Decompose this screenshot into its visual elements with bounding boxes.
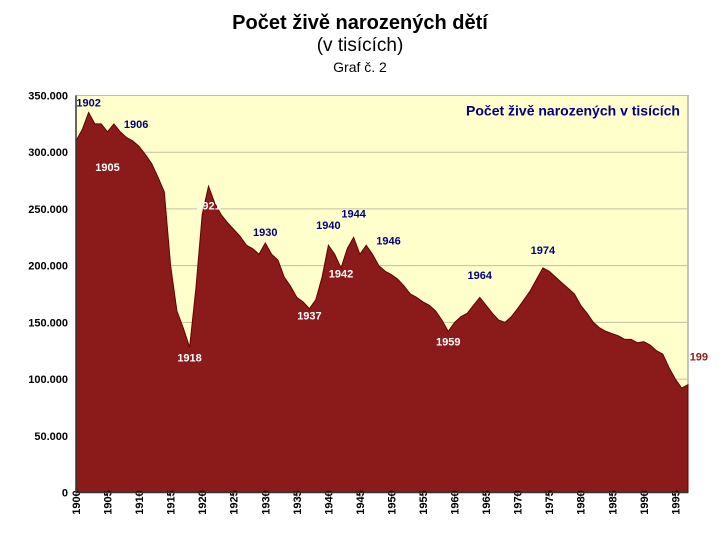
annotation-label: 1944 xyxy=(341,209,366,221)
x-tick-label: 1905 xyxy=(103,490,115,514)
annotation-label: 1902 xyxy=(76,98,100,110)
x-tick-label: 1980 xyxy=(576,490,588,514)
x-tick-label: 1915 xyxy=(166,490,178,514)
annotation-label: 1921 xyxy=(196,200,220,212)
page-subtitle: (v tisících) xyxy=(0,35,720,57)
y-tick-label: 0 xyxy=(62,488,68,500)
x-tick-label: 1940 xyxy=(323,490,335,514)
x-tick-label: 1930 xyxy=(260,490,272,514)
annotation-label: 1974 xyxy=(531,245,556,257)
annotation-label: 1906 xyxy=(124,119,148,131)
graph-number-label: Graf č. 2 xyxy=(0,59,720,75)
x-tick-label: 1965 xyxy=(481,490,493,514)
annotation-label: 1937 xyxy=(297,310,321,322)
y-tick-label: 350.000 xyxy=(28,91,68,103)
annotation-label: 1918 xyxy=(177,352,201,364)
x-tick-label: 1955 xyxy=(418,490,430,514)
annotation-label: 1930 xyxy=(253,227,277,239)
y-tick-label: 200.000 xyxy=(28,261,68,273)
x-tick-label: 1920 xyxy=(197,490,209,514)
births-area-chart: 0 50.000 100.000 150.000 200.000 250.000 300.0… xyxy=(8,83,708,541)
y-tick-label: 100.000 xyxy=(28,374,68,386)
annotation-label: 1940 xyxy=(316,220,340,232)
heading-block: Počet živě narozených dětí (v tisících) … xyxy=(0,0,720,79)
x-tick-label: 1910 xyxy=(134,490,146,514)
x-tick-label: 1985 xyxy=(607,490,619,514)
x-tick-label: 1900 xyxy=(71,490,83,514)
y-tick-label: 300.000 xyxy=(28,147,68,159)
page: Počet živě narozených dětí (v tisících) … xyxy=(0,0,720,540)
x-tick-label: 1995 xyxy=(670,490,682,514)
y-tick-label: 250.000 xyxy=(28,204,68,216)
x-tick-label: 1975 xyxy=(544,490,556,514)
x-tick-label: 1925 xyxy=(229,490,241,514)
y-tick-label: 150.000 xyxy=(28,317,68,329)
series-label: Počet živě narozených v tisících xyxy=(466,103,680,119)
annotation-label: 1996 xyxy=(690,351,708,363)
annotation-label: 1946 xyxy=(376,236,400,248)
annotation-label: 1942 xyxy=(329,268,353,280)
annotation-label: 1959 xyxy=(436,336,460,348)
annotation-label: 1905 xyxy=(95,162,119,174)
chart-container: 0 50.000 100.000 150.000 200.000 250.000 300.0… xyxy=(0,79,720,545)
x-tick-label: 1960 xyxy=(450,490,462,514)
page-title: Počet živě narozených dětí xyxy=(0,12,720,35)
x-tick-label: 1990 xyxy=(639,490,651,514)
x-tick-label: 1950 xyxy=(386,490,398,514)
x-tick-label: 1935 xyxy=(292,490,304,514)
x-tick-label: 1970 xyxy=(513,490,525,514)
x-tick-label: 1945 xyxy=(355,490,367,514)
y-tick-label: 50.000 xyxy=(34,431,68,443)
annotation-label: 1964 xyxy=(468,270,493,282)
